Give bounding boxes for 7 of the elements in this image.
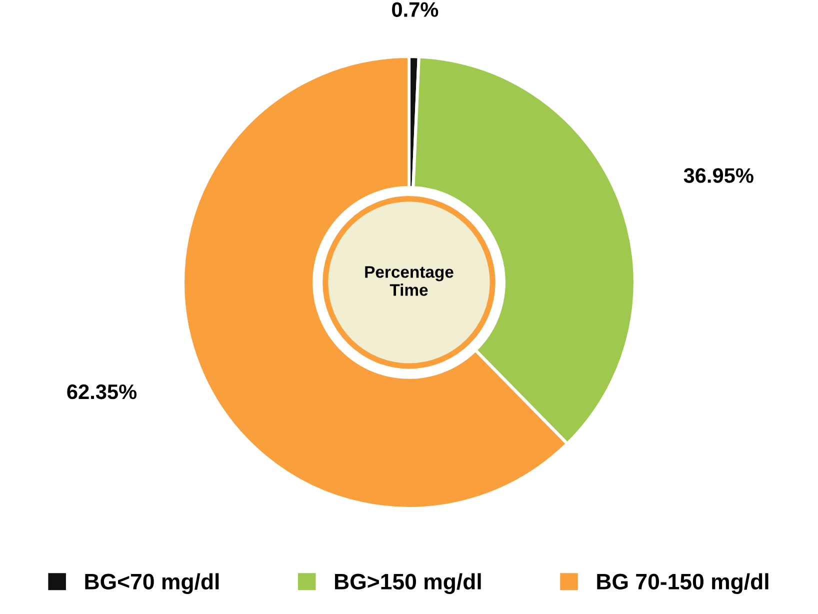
data-label: 36.95% bbox=[684, 168, 754, 183]
data-label: 62.35% bbox=[67, 384, 137, 400]
legend-label: BG 70-150 mg/dl bbox=[597, 573, 768, 594]
legend-label: BG<70 mg/dl bbox=[85, 573, 219, 594]
text: Percentage Time bbox=[365, 266, 454, 296]
legend-label: BG>150 mg/dl bbox=[335, 573, 481, 594]
data-label: 0.7% bbox=[392, 2, 438, 17]
